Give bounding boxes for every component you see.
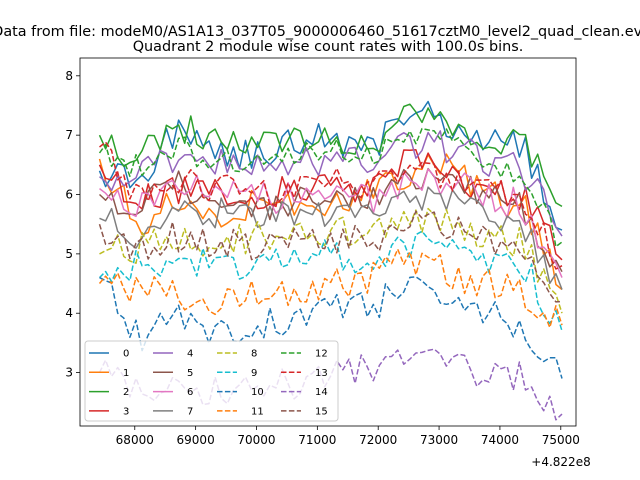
- x-tick-label-7: 75000: [542, 433, 580, 447]
- series-line-10: [99, 276, 563, 379]
- series-line-0: [98, 100, 563, 231]
- x-tick-label-1: 69000: [177, 433, 215, 447]
- y-tick-label-3: 6: [65, 188, 73, 202]
- legend-label-7: 7: [187, 406, 193, 417]
- legend-frame: [84, 340, 339, 422]
- legend-label-5: 5: [187, 368, 193, 379]
- series-line-7: [99, 186, 563, 290]
- y-tick-label-4: 7: [65, 128, 73, 142]
- y-tick-label-1: 4: [65, 306, 73, 320]
- legend-label-0: 0: [123, 349, 129, 360]
- chart-suptitle: Data from file: modeM0/AS1A13_037T05_900…: [0, 24, 640, 40]
- series-line-4: [99, 130, 563, 237]
- x-tick-label-2: 70000: [237, 433, 275, 447]
- x-tick-label-0: 68000: [116, 433, 154, 447]
- legend-label-1: 1: [123, 368, 129, 379]
- y-tick-label-0: 3: [65, 366, 73, 380]
- legend-label-3: 3: [123, 406, 129, 417]
- legend-label-15: 15: [315, 406, 328, 417]
- x-tick-label-3: 71000: [298, 433, 336, 447]
- legend-label-13: 13: [315, 368, 328, 379]
- legend-label-14: 14: [315, 387, 328, 398]
- series-line-11: [98, 248, 563, 329]
- series-line-5: [98, 167, 563, 273]
- legend-label-8: 8: [251, 349, 257, 360]
- series-line-8: [99, 207, 563, 314]
- axis-layer: 68000 69000 70000 71000 72000 73000 74000 75000…: [65, 69, 580, 447]
- legend-label-11: 11: [251, 406, 264, 417]
- series-line-6: [99, 168, 563, 278]
- plot-frame: [79, 57, 577, 427]
- y-tick-label-2: 5: [65, 247, 73, 261]
- x-tick-label-4: 72000: [359, 433, 397, 447]
- series-line-15: [98, 210, 563, 303]
- legend-label-12: 12: [315, 349, 328, 360]
- legend-label-10: 10: [251, 387, 264, 398]
- series-line-9: [98, 230, 563, 332]
- series-line-12: [98, 127, 563, 248]
- legend-label-9: 9: [251, 368, 257, 379]
- series-line-13: [99, 141, 563, 270]
- chart-title: Quadrant 2 module wise count rates with …: [133, 39, 524, 55]
- legend-label-4: 4: [187, 349, 193, 360]
- series-line-2: [98, 103, 563, 208]
- legend-label-6: 6: [187, 387, 193, 398]
- x-tick-label-5: 73000: [420, 433, 458, 447]
- legend-label-2: 2: [123, 387, 129, 398]
- x-tick-label-6: 74000: [481, 433, 519, 447]
- y-tick-label-5: 8: [65, 69, 73, 83]
- series-line-3: [98, 149, 563, 261]
- x-offset-label: +4.822e8: [531, 455, 590, 469]
